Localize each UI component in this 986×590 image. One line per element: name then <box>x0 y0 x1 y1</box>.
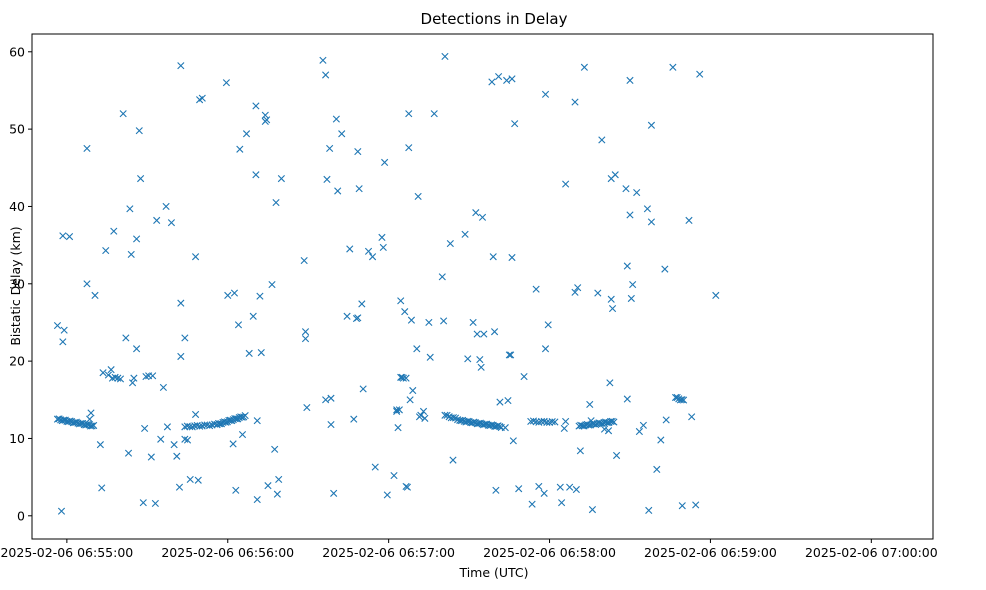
x-tick-label: 2025-02-06 06:59:00 <box>644 545 777 560</box>
y-tick-label: 50 <box>9 122 25 137</box>
figure-background <box>0 0 986 590</box>
y-tick-label: 60 <box>9 44 25 59</box>
chart-title: Detections in Delay <box>421 10 568 28</box>
x-tick-label: 2025-02-06 06:56:00 <box>161 545 294 560</box>
x-axis-label: Time (UTC) <box>458 565 528 580</box>
scatter-chart: Detections in Delay 2025-02-06 06:55:00 2… <box>0 0 986 590</box>
x-tick-label: 2025-02-06 06:55:00 <box>0 545 133 560</box>
y-axis-label: Bistatic Delay (km) <box>8 226 23 345</box>
y-tick-label: 20 <box>9 354 25 369</box>
x-tick-label: 2025-02-06 06:58:00 <box>483 545 616 560</box>
y-tick-label: 40 <box>9 199 25 214</box>
y-tick-label: 0 <box>17 508 25 523</box>
x-tick-label: 2025-02-06 07:00:00 <box>805 545 938 560</box>
x-tick-label: 2025-02-06 06:57:00 <box>322 545 455 560</box>
y-tick-label: 10 <box>9 431 25 446</box>
